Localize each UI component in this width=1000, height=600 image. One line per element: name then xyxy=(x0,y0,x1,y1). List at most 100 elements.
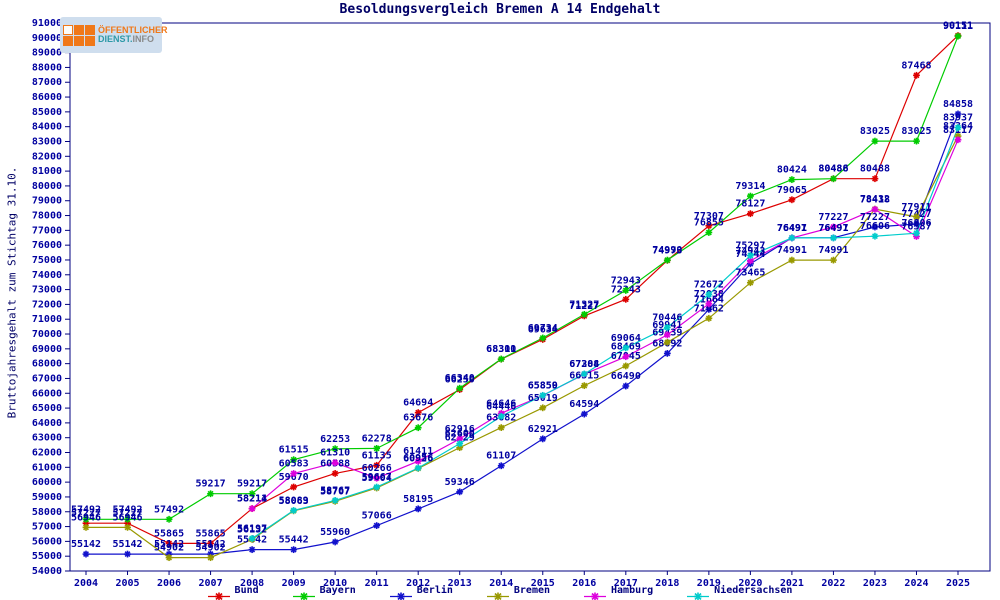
svg-text:78432: 78432 xyxy=(860,194,890,205)
svg-text:71327: 71327 xyxy=(569,299,599,310)
svg-text:64000: 64000 xyxy=(32,418,62,429)
logo-line2-dienst: DIENST. xyxy=(98,34,133,44)
svg-text:59217: 59217 xyxy=(237,479,267,490)
svg-text:78418: 78418 xyxy=(860,194,890,205)
svg-text:84000: 84000 xyxy=(32,122,62,133)
logo-blocks-icon xyxy=(63,24,95,46)
svg-text:61310: 61310 xyxy=(320,448,350,459)
svg-text:67000: 67000 xyxy=(32,373,62,384)
svg-text:56946: 56946 xyxy=(71,512,101,523)
svg-text:89000: 89000 xyxy=(32,48,62,59)
svg-text:87000: 87000 xyxy=(32,77,62,88)
svg-text:66000: 66000 xyxy=(32,388,62,399)
svg-text:2012: 2012 xyxy=(406,578,430,589)
svg-text:76587: 76587 xyxy=(901,221,931,232)
svg-text:58195: 58195 xyxy=(403,494,433,505)
svg-text:66340: 66340 xyxy=(445,373,475,384)
legend-item-bund: Bund xyxy=(207,585,259,600)
svg-text:74991: 74991 xyxy=(818,245,848,256)
svg-text:2015: 2015 xyxy=(531,578,555,589)
svg-text:84858: 84858 xyxy=(943,99,973,110)
svg-text:69000: 69000 xyxy=(32,344,62,355)
svg-text:58000: 58000 xyxy=(32,507,62,518)
svg-text:76855: 76855 xyxy=(694,217,724,228)
svg-text:90111: 90111 xyxy=(943,21,973,32)
svg-text:2023: 2023 xyxy=(863,578,887,589)
svg-text:86000: 86000 xyxy=(32,92,62,103)
svg-text:58707: 58707 xyxy=(320,486,350,497)
svg-text:55142: 55142 xyxy=(71,539,101,550)
svg-text:69734: 69734 xyxy=(528,323,558,334)
legend-swatch-niedersachsen xyxy=(687,586,710,600)
svg-text:68311: 68311 xyxy=(486,344,516,355)
svg-text:62921: 62921 xyxy=(528,424,558,435)
svg-text:55442: 55442 xyxy=(279,535,309,546)
oeffentlicher-dienst-logo[interactable]: ÖFFENTLICHER DIENST.INFO xyxy=(60,17,168,53)
svg-text:74990: 74990 xyxy=(652,245,682,256)
svg-text:76497: 76497 xyxy=(777,223,807,234)
svg-text:58214: 58214 xyxy=(237,494,267,505)
svg-text:2010: 2010 xyxy=(323,578,347,589)
svg-text:2021: 2021 xyxy=(780,578,804,589)
svg-text:67304: 67304 xyxy=(569,359,599,370)
svg-text:66250: 66250 xyxy=(445,375,475,386)
legend-item-berlin: Berlin xyxy=(389,585,453,600)
svg-text:62253: 62253 xyxy=(320,434,350,445)
svg-text:77227: 77227 xyxy=(818,212,848,223)
svg-text:71227: 71227 xyxy=(569,301,599,312)
svg-text:56132: 56132 xyxy=(237,524,267,535)
svg-text:76806: 76806 xyxy=(901,218,931,229)
svg-text:76491: 76491 xyxy=(818,223,848,234)
svg-text:70000: 70000 xyxy=(32,329,62,340)
svg-text:60000: 60000 xyxy=(32,477,62,488)
svg-text:61411: 61411 xyxy=(403,446,433,457)
svg-text:79314: 79314 xyxy=(735,181,765,192)
svg-text:60266: 60266 xyxy=(362,463,392,474)
svg-text:75000: 75000 xyxy=(32,255,62,266)
svg-text:57227: 57227 xyxy=(71,508,101,519)
legend-item-niedersachsen: Niedersachsen xyxy=(687,585,792,600)
svg-text:91000: 91000 xyxy=(32,18,62,29)
svg-text:73000: 73000 xyxy=(32,285,62,296)
legend-label-berlin: Berlin xyxy=(416,585,453,596)
svg-text:64646: 64646 xyxy=(486,398,516,409)
svg-text:2008: 2008 xyxy=(240,578,264,589)
svg-text:88000: 88000 xyxy=(32,62,62,73)
svg-text:2025: 2025 xyxy=(946,578,970,589)
svg-text:64446: 64446 xyxy=(486,401,516,412)
svg-text:73465: 73465 xyxy=(735,268,765,279)
svg-text:2009: 2009 xyxy=(282,578,306,589)
svg-text:64594: 64594 xyxy=(569,399,599,410)
svg-text:63676: 63676 xyxy=(403,413,433,424)
svg-text:74943: 74943 xyxy=(735,246,765,257)
svg-text:58063: 58063 xyxy=(279,496,309,507)
svg-text:83025: 83025 xyxy=(860,126,890,137)
svg-text:58767: 58767 xyxy=(320,485,350,496)
svg-text:60583: 60583 xyxy=(279,459,309,470)
svg-text:80488: 80488 xyxy=(818,164,848,175)
svg-text:71062: 71062 xyxy=(694,303,724,314)
svg-text:59000: 59000 xyxy=(32,492,62,503)
svg-text:80000: 80000 xyxy=(32,181,62,192)
svg-text:54902: 54902 xyxy=(154,543,184,554)
svg-text:2007: 2007 xyxy=(199,578,223,589)
svg-text:57492: 57492 xyxy=(112,504,142,515)
svg-text:55960: 55960 xyxy=(320,527,350,538)
svg-text:61135: 61135 xyxy=(362,450,392,461)
svg-text:2019: 2019 xyxy=(697,578,721,589)
svg-text:2016: 2016 xyxy=(572,578,596,589)
svg-text:72000: 72000 xyxy=(32,299,62,310)
svg-text:77227: 77227 xyxy=(860,212,890,223)
svg-text:55865: 55865 xyxy=(154,528,184,539)
svg-text:56946: 56946 xyxy=(112,512,142,523)
svg-text:59670: 59670 xyxy=(279,472,309,483)
svg-text:72672: 72672 xyxy=(694,279,724,290)
svg-text:57066: 57066 xyxy=(362,511,392,522)
svg-text:65000: 65000 xyxy=(32,403,62,414)
legend-label-bund: Bund xyxy=(234,585,259,596)
svg-text:78000: 78000 xyxy=(32,211,62,222)
svg-text:56000: 56000 xyxy=(32,536,62,547)
svg-text:57492: 57492 xyxy=(154,504,184,515)
svg-text:55142: 55142 xyxy=(112,539,142,550)
